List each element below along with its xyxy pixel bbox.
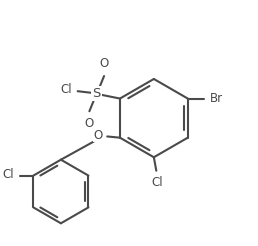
Text: Cl: Cl: [3, 168, 14, 181]
Text: O: O: [85, 117, 94, 130]
Text: O: O: [99, 57, 109, 70]
Text: Cl: Cl: [151, 176, 163, 189]
Text: Cl: Cl: [60, 83, 71, 96]
Text: O: O: [94, 129, 103, 142]
Text: S: S: [93, 87, 101, 100]
Text: Br: Br: [210, 92, 223, 105]
